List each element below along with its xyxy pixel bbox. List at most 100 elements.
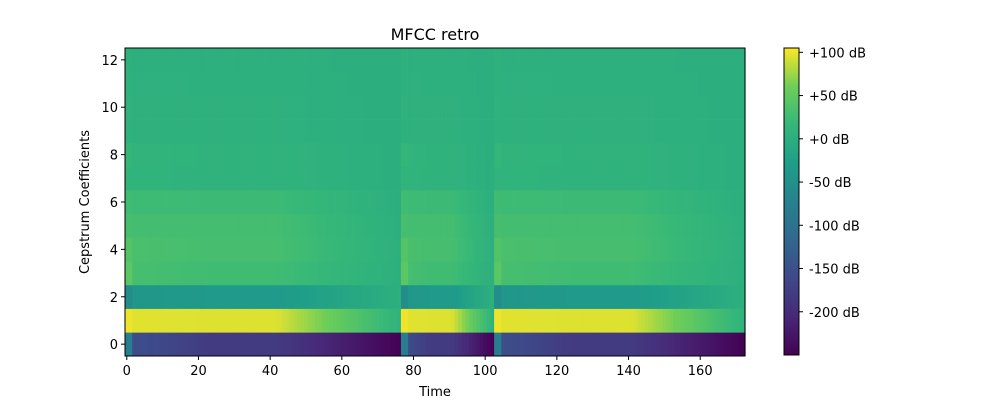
heatmap-cell [673,213,678,238]
heatmap-cell [336,308,341,333]
heatmap-cell [641,142,646,167]
heatmap-cell [701,142,707,167]
heatmap-cell [694,119,700,144]
heatmap-cell [332,190,338,215]
heatmap-cell [727,71,732,96]
heatmap-cell [429,237,434,262]
heatmap-cell [601,48,606,72]
heatmap-cell [171,142,176,167]
heatmap-cell [314,284,320,309]
heatmap-cell [508,95,513,120]
heatmap-cell [512,261,517,286]
heatmap-cell [479,284,484,309]
heatmap-cell [422,119,427,144]
heatmap-cell [422,237,427,262]
heatmap-cell [737,119,743,144]
heatmap-cell [185,261,191,286]
heatmap-cell [175,261,180,286]
y-tick-label: 12 [101,54,118,69]
heatmap-cell [178,332,183,357]
heatmap-cell [551,95,556,120]
heatmap-cell [193,213,198,238]
heatmap-cell [623,119,628,144]
heatmap-cell [228,95,234,120]
heatmap-cell [601,71,606,96]
heatmap-cell [264,119,269,144]
heatmap-cell [709,190,714,215]
heatmap-cell [246,284,252,309]
heatmap-cell [142,237,148,262]
heatmap-cell [723,237,728,262]
heatmap-cell [691,332,696,357]
heatmap-cell [633,284,639,309]
heatmap-cell [569,332,574,357]
heatmap-cell [608,190,613,215]
heatmap-cell [590,190,596,215]
heatmap-cell [619,261,624,286]
heatmap-cell [275,284,280,309]
heatmap-cell [529,48,535,72]
heatmap-cell [486,237,492,262]
heatmap-cell [386,119,391,144]
heatmap-cell [572,213,578,238]
heatmap-cell [164,190,169,215]
heatmap-cell [157,142,162,167]
heatmap-cell [239,142,244,167]
heatmap-cell [615,95,621,120]
heatmap-cell [451,119,456,144]
heatmap-cell [612,261,617,286]
heatmap-cell [587,332,592,357]
heatmap-cell [433,190,438,215]
heatmap-cell [709,261,714,286]
heatmap-cell [454,48,459,72]
heatmap-cell [322,237,327,262]
heatmap-cell [605,48,610,72]
heatmap-cell [357,119,363,144]
heatmap-cell [128,332,133,357]
heatmap-cell [479,119,484,144]
heatmap-cell [340,237,345,262]
heatmap-cell [304,237,309,262]
heatmap-cell [139,284,144,309]
heatmap-cell [279,190,284,215]
heatmap-cell [615,237,621,262]
heatmap-cell [211,119,216,144]
heatmap-cell [598,166,603,191]
heatmap-cell [372,71,377,96]
heatmap-cell [486,308,492,333]
heatmap-cell [633,213,639,238]
heatmap-cell [429,71,434,96]
heatmap-cell [641,71,646,96]
heatmap-cell [297,237,302,262]
heatmap-cell [157,71,162,96]
heatmap-cell [146,237,151,262]
heatmap-cell [719,284,725,309]
heatmap-cell [264,237,269,262]
heatmap-cell [469,261,474,286]
heatmap-cell [529,261,535,286]
heatmap-cell [211,332,216,357]
heatmap-cell [336,119,341,144]
heatmap-cell [343,190,348,215]
heatmap-cell [651,190,656,215]
heatmap-cell [605,261,610,286]
heatmap-cell [135,332,140,357]
heatmap-cell [139,48,144,72]
heatmap-cell [293,48,298,72]
heatmap-cell [422,284,427,309]
heatmap-cell [594,190,599,215]
heatmap-cell [139,213,144,238]
heatmap-cell [318,308,323,333]
heatmap-cell [526,190,531,215]
heatmap-cell [390,95,395,120]
heatmap-cell [304,71,309,96]
heatmap-cell [569,284,574,309]
heatmap-cell [383,213,388,238]
heatmap-cell [175,119,180,144]
heatmap-cell [246,332,252,357]
heatmap-cell [705,261,710,286]
heatmap-cell [189,142,194,167]
heatmap-cell [583,190,588,215]
heatmap-cell [178,237,183,262]
heatmap-cell [633,142,639,167]
